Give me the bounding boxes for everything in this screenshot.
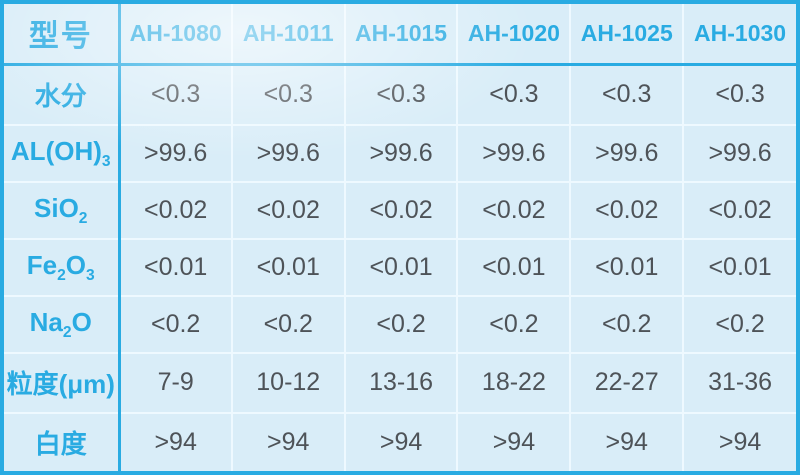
value-cell: >99.6 xyxy=(457,124,572,183)
value-cell: <0.01 xyxy=(683,238,796,297)
model-column-header: AH-1030 xyxy=(683,4,796,66)
row-label-text: AL(OH) xyxy=(10,135,102,166)
value-cell: 10-12 xyxy=(231,352,346,414)
value-cell: <0.01 xyxy=(457,238,572,297)
value-cell: <0.02 xyxy=(570,181,685,240)
value-cell: <0.01 xyxy=(231,238,346,297)
value-cell: 31-36 xyxy=(683,352,796,414)
value-cell: <0.3 xyxy=(683,64,796,126)
value-cell: >99.6 xyxy=(570,124,685,183)
row-label: 水分 xyxy=(4,64,121,126)
value-cell: >99.6 xyxy=(119,124,233,183)
value-cell: 22-27 xyxy=(570,352,685,414)
header-row: 型号 AH-1080 AH-1011 AH-1015 AH-1020 AH-1025 AH… xyxy=(4,4,796,66)
value-cell: >99.6 xyxy=(683,124,796,183)
table-row: 白度 >94 >94 >94 >94 >94 >94 xyxy=(4,412,796,471)
value-cell: <0.01 xyxy=(570,238,685,297)
value-cell: 18-22 xyxy=(457,352,572,414)
value-cell: <0.3 xyxy=(344,64,459,126)
table-row: 水分 <0.3 <0.3 <0.3 <0.3 <0.3 <0.3 xyxy=(4,64,796,126)
row-label-text: O xyxy=(65,249,87,280)
value-cell: <0.02 xyxy=(344,181,459,240)
row-label: 白度 xyxy=(4,412,121,471)
value-cell: >94 xyxy=(119,412,233,471)
value-cell: <0.02 xyxy=(119,181,233,240)
table-row: SiO2 <0.02 <0.02 <0.02 <0.02 <0.02 <0.02 xyxy=(4,181,796,240)
value-cell: <0.01 xyxy=(119,238,233,297)
table-row: 粒度(μm) 7-9 10-12 13-16 18-22 22-27 31-36 xyxy=(4,352,796,414)
row-label-text: O xyxy=(71,306,92,337)
table-row: AL(OH)3 >99.6 >99.6 >99.6 >99.6 >99.6 >99.6 xyxy=(4,124,796,183)
value-cell: <0.2 xyxy=(457,295,572,354)
row-label-text: 3 xyxy=(101,152,111,170)
value-cell: <0.3 xyxy=(570,64,685,126)
value-cell: <0.02 xyxy=(457,181,572,240)
model-column-header: AH-1015 xyxy=(344,4,459,66)
table-row: Na2O <0.2 <0.2 <0.2 <0.2 <0.2 <0.2 xyxy=(4,295,796,354)
value-cell: <0.2 xyxy=(231,295,346,354)
value-cell: >99.6 xyxy=(344,124,459,183)
value-cell: 13-16 xyxy=(344,352,459,414)
model-corner-label: 型号 xyxy=(4,4,121,66)
value-cell: >94 xyxy=(344,412,459,471)
model-column-header: AH-1025 xyxy=(570,4,685,66)
row-label: AL(OH)3 xyxy=(4,124,121,183)
value-cell: <0.3 xyxy=(457,64,572,126)
row-label-text: Na xyxy=(29,306,63,337)
value-cell: >94 xyxy=(457,412,572,471)
row-label-text: 2 xyxy=(62,323,72,341)
value-cell: <0.01 xyxy=(344,238,459,297)
row-label-text: 粒度(μm) xyxy=(6,369,115,400)
row-label: 粒度(μm) xyxy=(4,352,121,414)
row-label: Na2O xyxy=(4,295,121,354)
row-label-text: 白度 xyxy=(34,428,87,459)
value-cell: <0.2 xyxy=(683,295,796,354)
value-cell: >94 xyxy=(570,412,685,471)
model-column-header: AH-1020 xyxy=(457,4,572,66)
row-label: SiO2 xyxy=(4,181,121,240)
product-spec-table: 型号 AH-1080 AH-1011 AH-1015 AH-1020 AH-1025 AH… xyxy=(4,4,796,471)
value-cell: <0.2 xyxy=(570,295,685,354)
row-label: Fe2O3 xyxy=(4,238,121,297)
value-cell: <0.02 xyxy=(231,181,346,240)
value-cell: >94 xyxy=(683,412,796,471)
model-column-header: AH-1080 xyxy=(119,4,233,66)
row-label-text: 2 xyxy=(57,266,66,284)
row-label-text: 3 xyxy=(86,266,95,284)
value-cell: >94 xyxy=(231,412,346,471)
value-cell: >99.6 xyxy=(231,124,346,183)
value-cell: <0.2 xyxy=(119,295,233,354)
row-label-text: 水分 xyxy=(34,81,87,112)
row-label-text: SiO xyxy=(34,192,79,223)
row-label-text: Fe xyxy=(26,249,58,280)
value-cell: <0.3 xyxy=(231,64,346,126)
value-cell: <0.02 xyxy=(683,181,796,240)
table-row: Fe2O3 <0.01 <0.01 <0.01 <0.01 <0.01 <0.01 xyxy=(4,238,796,297)
value-cell: 7-9 xyxy=(119,352,233,414)
row-label-text: 2 xyxy=(78,209,88,227)
value-cell: <0.2 xyxy=(344,295,459,354)
value-cell: <0.3 xyxy=(119,64,233,126)
model-column-header: AH-1011 xyxy=(231,4,346,66)
